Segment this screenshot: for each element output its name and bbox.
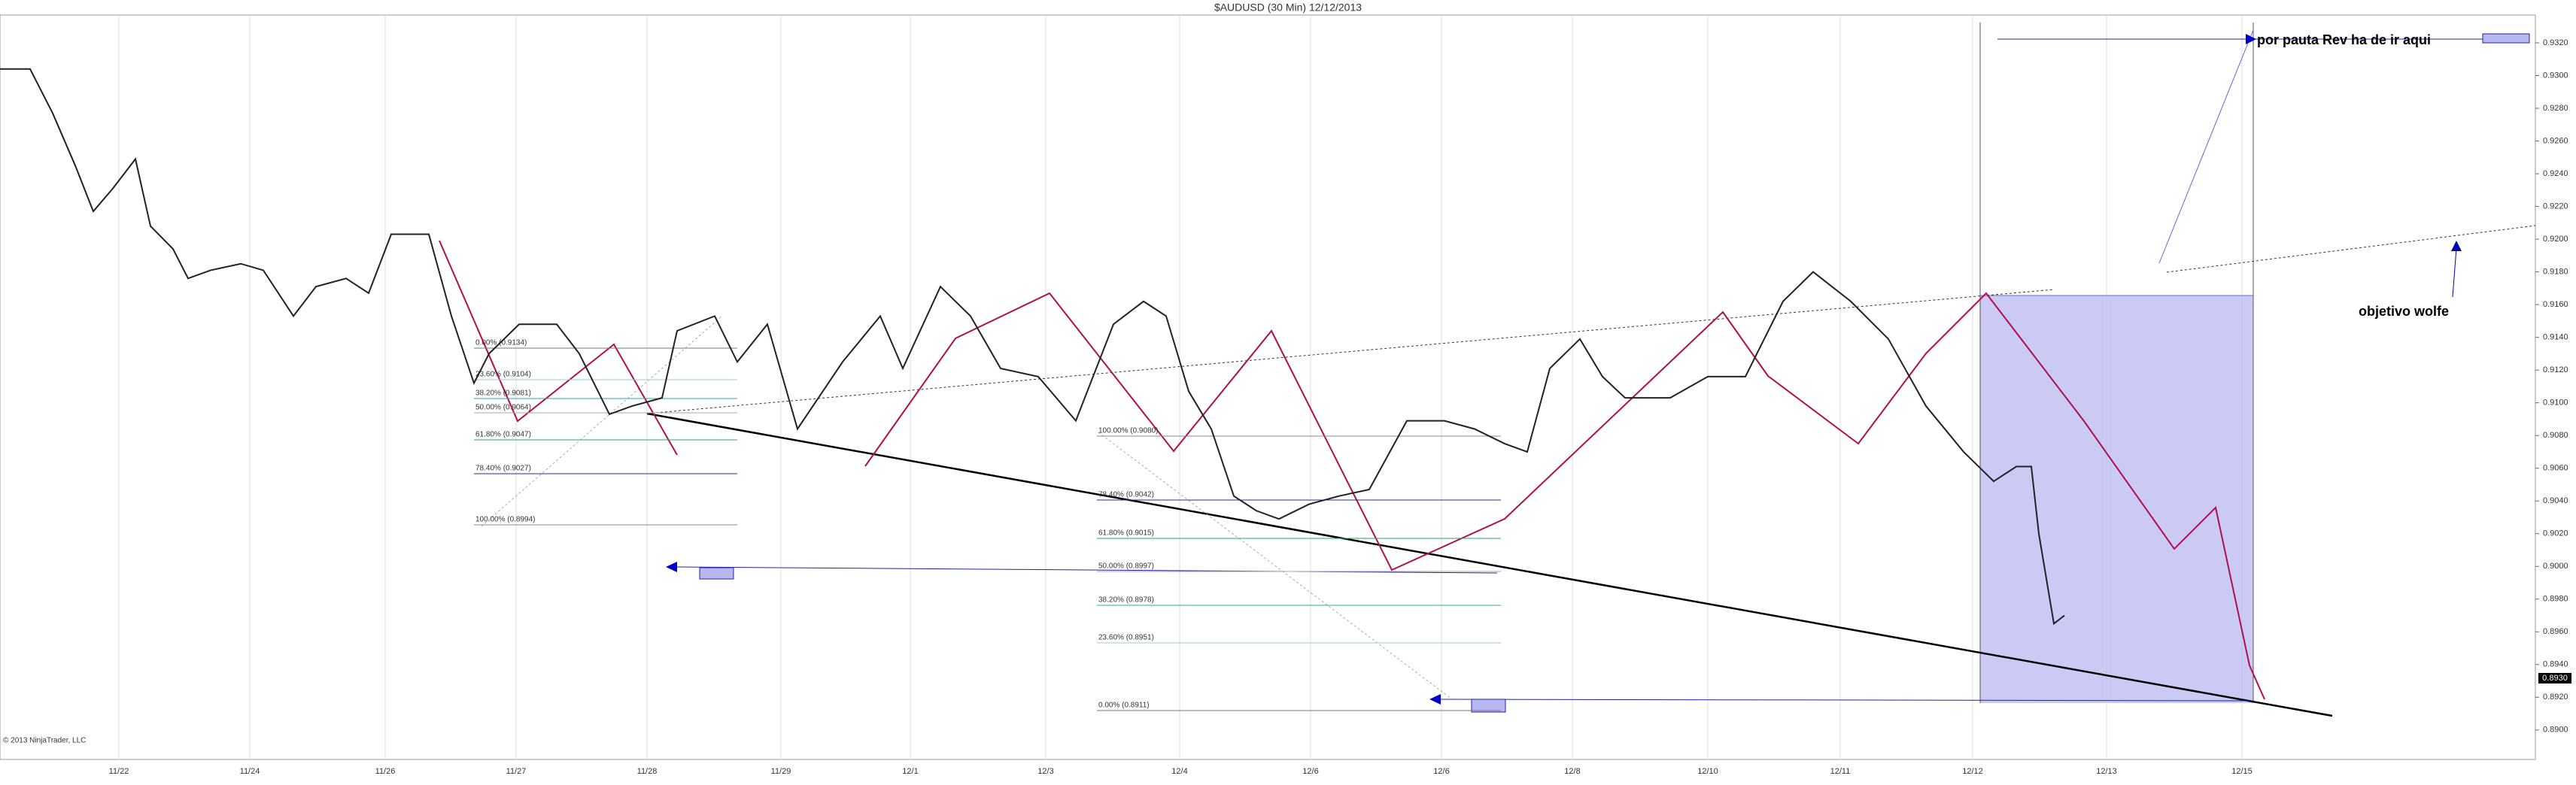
fib-label: 61.80% (0.9047)	[475, 431, 531, 439]
fib-anchor	[481, 315, 723, 527]
marker-box	[1471, 699, 1506, 713]
fib-label: 78.40% (0.9027)	[475, 465, 531, 473]
y-tick-label: 0.9140	[2543, 333, 2568, 342]
arrow-head	[2451, 241, 2462, 251]
x-tick-label: 12/10	[1697, 767, 1718, 776]
fib-label: 38.20% (0.8978)	[1098, 596, 1154, 605]
zigzag	[439, 240, 678, 456]
arrow	[1440, 699, 2250, 702]
y-tick-label: 0.9260	[2543, 136, 2568, 145]
chart-title: $AUDUSD (30 Min) 12/12/2013	[1214, 2, 1362, 14]
wolfe-target-line	[2166, 225, 2536, 273]
fib-label: 78.40% (0.9042)	[1098, 491, 1154, 499]
arrow	[2452, 247, 2457, 298]
x-tick-label: 12/6	[1433, 767, 1449, 776]
y-tick-label: 0.9300	[2543, 71, 2568, 80]
y-tick-label: 0.9240	[2543, 169, 2568, 178]
y-tick-label: 0.9180	[2543, 268, 2568, 277]
x-tick-label: 11/28	[637, 767, 658, 776]
fib-label: 0.00% (0.8911)	[1098, 702, 1150, 710]
x-tick-label: 12/6	[1302, 767, 1318, 776]
y-tick-label: 0.9040	[2543, 496, 2568, 505]
annotation: objetivo wolfe	[2359, 304, 2449, 319]
fib-label: 100.00% (0.8994)	[475, 516, 536, 524]
x-tick-label: 11/24	[240, 767, 260, 776]
y-tick-label: 0.8940	[2543, 660, 2568, 669]
y-tick-label: 0.9100	[2543, 399, 2568, 408]
x-tick-label: 12/1	[902, 767, 918, 776]
x-tick-label: 12/11	[1830, 767, 1851, 776]
price-line	[0, 68, 2065, 626]
x-tick-label: 11/29	[771, 767, 791, 776]
shaded-zone	[1980, 296, 2253, 703]
x-tick-label: 11/22	[109, 767, 129, 776]
fib-label: 100.00% (0.9080)	[1098, 427, 1159, 435]
y-tick-label: 0.9320	[2543, 38, 2568, 47]
zigzag	[864, 292, 2265, 700]
marker-box	[2482, 33, 2530, 44]
annotation: por pauta Rev ha de ir aqui	[2257, 32, 2431, 47]
price-box	[2538, 673, 2571, 683]
fib-label: 23.60% (0.9104)	[475, 371, 531, 379]
fib-label: 50.00% (0.8997)	[1098, 562, 1154, 571]
y-tick-label: 0.9080	[2543, 431, 2568, 440]
y-tick-label: 0.9020	[2543, 529, 2568, 538]
y-tick-label: 0.9280	[2543, 104, 2568, 113]
arrow-head	[2246, 34, 2256, 44]
wolfe-line	[646, 412, 2333, 717]
y-tick-label: 0.8920	[2543, 693, 2568, 702]
y-tick-label: 0.9120	[2543, 365, 2568, 374]
fib-anchor	[1098, 432, 1453, 700]
plot-frame	[0, 14, 2536, 760]
arrow	[676, 566, 1498, 574]
x-tick-label: 12/8	[1564, 767, 1580, 776]
arrow-head	[666, 562, 677, 572]
y-tick-label: 0.9200	[2543, 235, 2568, 244]
copyright: © 2013 NinjaTrader, LLC	[3, 737, 86, 745]
y-tick-label: 0.9000	[2543, 562, 2568, 571]
fib-label: 38.20% (0.9081)	[475, 389, 531, 398]
y-tick-label: 0.8900	[2543, 726, 2568, 735]
fib-label: 61.80% (0.9015)	[1098, 529, 1154, 538]
fib-label: 23.60% (0.8951)	[1098, 634, 1154, 642]
x-tick-label: 12/15	[2231, 767, 2252, 776]
arrow-head	[1429, 694, 1441, 705]
x-tick-label: 12/13	[2096, 767, 2117, 776]
fib-levels: 0.00% (0.9134) 23.60% (0.9104) 38.20% (0.9…	[474, 339, 1501, 711]
marker-box	[699, 567, 734, 580]
y-tick-label: 0.9060	[2543, 464, 2568, 473]
y-tick-label: 0.8980	[2543, 595, 2568, 604]
projection-line	[2158, 29, 2254, 264]
overlays: por pauta Rev ha de ir aqui objetivo wol…	[439, 23, 2536, 717]
y-tick-label: 0.8960	[2543, 627, 2568, 636]
last-price: 0.8930	[2542, 674, 2568, 683]
x-tick-label: 12/4	[1171, 767, 1187, 776]
y-tick-label: 0.9220	[2543, 202, 2568, 211]
x-tick-label: 12/12	[1962, 767, 1983, 776]
fib-label: 0.00% (0.9134)	[475, 339, 527, 347]
x-tick-label: 11/27	[506, 767, 527, 776]
x-tick-label: 12/3	[1037, 767, 1053, 776]
fib-label: 50.00% (0.9064)	[475, 404, 531, 412]
y-tick-label: 0.9160	[2543, 300, 2568, 309]
x-tick-label: 11/26	[375, 767, 396, 776]
wolfe-line	[646, 289, 2055, 414]
